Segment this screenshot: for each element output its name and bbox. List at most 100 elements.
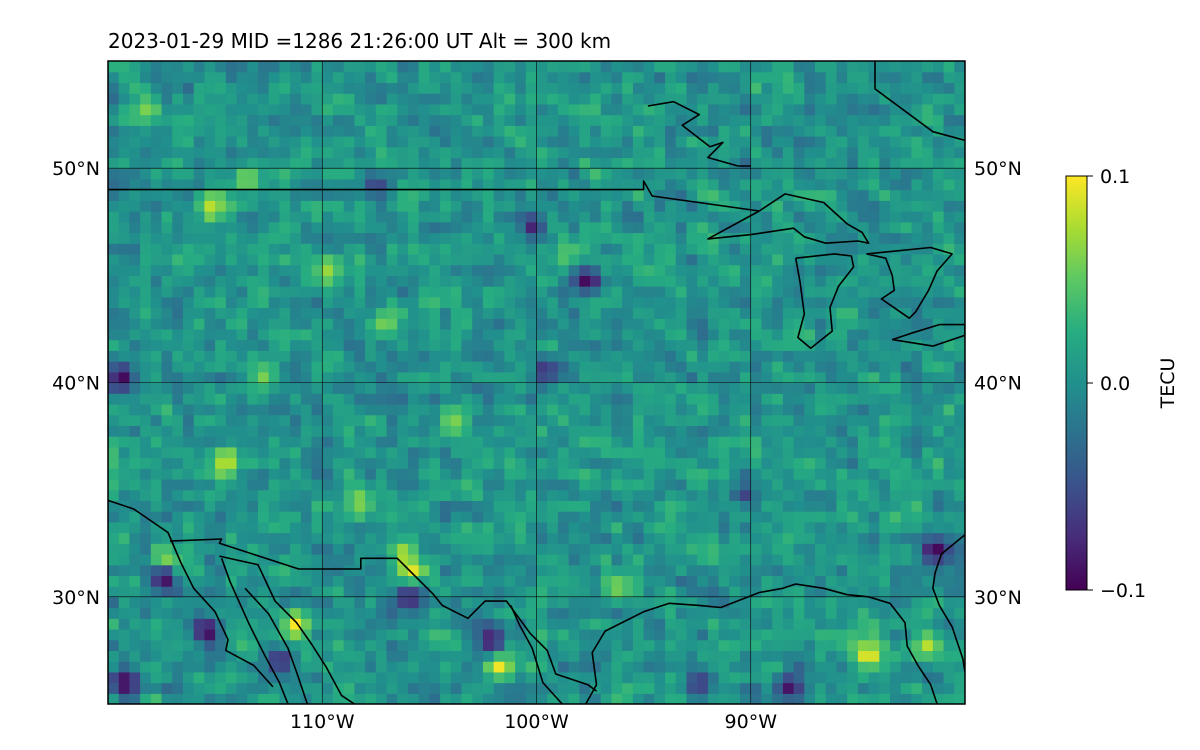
heatmap-cell	[868, 628, 880, 641]
heatmap-cell	[707, 243, 720, 255]
heatmap-cell	[365, 553, 377, 566]
heatmap-cell	[804, 661, 816, 673]
heatmap-cell	[590, 253, 602, 266]
heatmap-cell	[718, 103, 730, 116]
heatmap-cell	[729, 521, 741, 534]
heatmap-cell	[750, 511, 763, 523]
heatmap-cell	[611, 586, 623, 598]
heatmap-cell	[707, 307, 720, 319]
heatmap-cell	[536, 200, 548, 212]
heatmap-cell	[129, 157, 141, 169]
heatmap-cell	[932, 168, 945, 180]
heatmap-cell	[279, 232, 291, 244]
heatmap-cell	[729, 682, 741, 694]
heatmap-cell	[343, 307, 355, 319]
heatmap-cell	[172, 103, 184, 116]
heatmap-cell	[118, 103, 131, 116]
heatmap-cell	[225, 243, 238, 255]
heatmap-cell	[140, 61, 152, 73]
heatmap-cell	[590, 71, 602, 84]
heatmap-cell	[611, 189, 623, 201]
heatmap-cell	[836, 682, 848, 694]
heatmap-cell	[354, 511, 366, 523]
heatmap-cell	[397, 607, 409, 619]
heatmap-cell	[761, 543, 773, 555]
heatmap-cell	[343, 125, 355, 137]
heatmap-cell	[182, 639, 195, 652]
heatmap-cell	[900, 371, 913, 384]
heatmap-cell	[557, 82, 570, 94]
heatmap-cell	[354, 136, 366, 148]
heatmap-cell	[707, 189, 720, 201]
heatmap-cell	[236, 543, 248, 555]
heatmap-cell	[247, 382, 259, 394]
heatmap-cell	[847, 425, 859, 437]
heatmap-cell	[386, 157, 398, 169]
heatmap-cell	[215, 61, 227, 73]
heatmap-cell	[407, 264, 420, 276]
heatmap-cell	[654, 189, 666, 201]
heatmap-cell	[140, 564, 152, 576]
heatmap-cell	[590, 125, 602, 137]
heatmap-cell	[311, 253, 323, 266]
heatmap-cell	[279, 661, 291, 673]
heatmap-cell	[311, 628, 323, 641]
heatmap-cell	[354, 446, 366, 459]
heatmap-cell	[332, 628, 345, 641]
heatmap-cell	[397, 521, 409, 534]
heatmap-cell	[857, 136, 870, 148]
heatmap-cell	[568, 425, 580, 437]
heatmap-cell	[504, 457, 516, 469]
heatmap-cell	[557, 168, 570, 180]
heatmap-cell	[750, 157, 763, 169]
heatmap-cell	[772, 414, 784, 426]
heatmap-cell	[472, 457, 484, 469]
heatmap-cell	[290, 253, 302, 266]
heatmap-cell	[268, 328, 280, 341]
heatmap-cell	[300, 650, 313, 662]
heatmap-cell	[804, 264, 816, 276]
heatmap-cell	[279, 103, 291, 116]
heatmap-cell	[482, 478, 495, 491]
heatmap-cell	[129, 146, 141, 159]
heatmap-cell	[932, 71, 945, 84]
heatmap-cell	[343, 393, 355, 405]
heatmap-cell	[643, 264, 655, 276]
heatmap-cell	[182, 489, 195, 501]
heatmap-cell	[108, 532, 120, 544]
heatmap-cell	[397, 114, 409, 126]
heatmap-cell	[482, 146, 495, 159]
heatmap-cell	[782, 511, 795, 523]
heatmap-cell	[847, 553, 859, 566]
heatmap-cell	[654, 221, 666, 234]
heatmap-cell	[750, 211, 763, 223]
heatmap-cell	[300, 275, 313, 287]
heatmap-cell	[118, 478, 131, 491]
heatmap-cell	[740, 307, 752, 319]
heatmap-cell	[108, 414, 120, 426]
heatmap-cell	[150, 243, 163, 255]
heatmap-cell	[290, 596, 302, 609]
heatmap-cell	[332, 586, 345, 598]
heatmap-cell	[332, 157, 345, 169]
heatmap-cell	[804, 253, 816, 266]
heatmap-cell	[879, 393, 891, 405]
heatmap-cell	[868, 146, 880, 159]
heatmap-cell	[643, 457, 655, 469]
heatmap-cell	[172, 114, 184, 126]
heatmap-cell	[932, 553, 945, 566]
heatmap-cell	[140, 136, 152, 148]
heatmap-cell	[622, 168, 634, 180]
heatmap-cell	[525, 178, 538, 191]
heatmap-cell	[943, 564, 955, 576]
heatmap-cell	[332, 403, 345, 416]
heatmap-cell	[140, 371, 152, 384]
heatmap-cell	[407, 157, 420, 169]
heatmap-cell	[590, 328, 602, 341]
heatmap-cell	[493, 253, 505, 266]
heatmap-cell	[718, 125, 730, 137]
heatmap-cell	[707, 693, 720, 704]
heatmap-cell	[247, 146, 259, 159]
heatmap-cell	[397, 93, 409, 105]
heatmap-cell	[890, 296, 902, 309]
